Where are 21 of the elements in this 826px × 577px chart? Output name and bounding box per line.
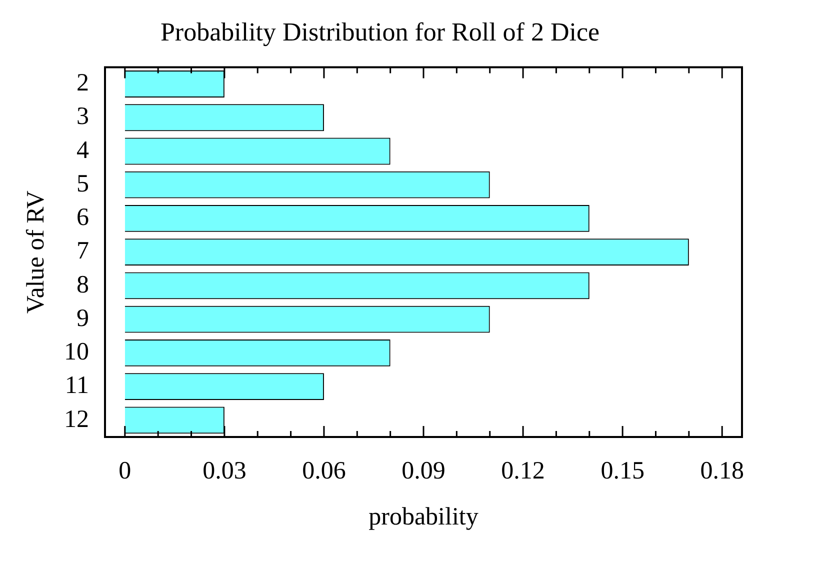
x-tick-label: 0 <box>118 458 132 485</box>
y-tick-label: 8 <box>76 271 89 298</box>
y-tick-label: 7 <box>76 238 89 265</box>
x-tick-label: 0.09 <box>402 458 446 485</box>
x-axis-title: probability <box>368 504 479 531</box>
x-tick-label: 0.03 <box>202 458 246 485</box>
x-tick-label: 0.06 <box>302 458 346 485</box>
y-tick-label: 6 <box>76 204 89 232</box>
y-tick-label: 5 <box>76 170 89 198</box>
y-tick-label: 11 <box>64 372 89 400</box>
x-tick-label: 0.12 <box>501 458 545 485</box>
y-axis-title: Value of RV <box>22 190 50 314</box>
y-tick-label: 4 <box>76 136 90 164</box>
y-tick-label: 12 <box>64 406 89 433</box>
y-tick-label: 3 <box>76 103 89 130</box>
y-tick-label: 2 <box>76 70 89 97</box>
y-tick-label: 10 <box>64 338 89 366</box>
chart-title: Probability Distribution for Roll of 2 Dice <box>160 17 600 46</box>
x-tick-label: 0.15 <box>600 458 644 485</box>
y-tick-label: 9 <box>76 304 89 332</box>
x-tick-label: 0.18 <box>700 458 744 485</box>
